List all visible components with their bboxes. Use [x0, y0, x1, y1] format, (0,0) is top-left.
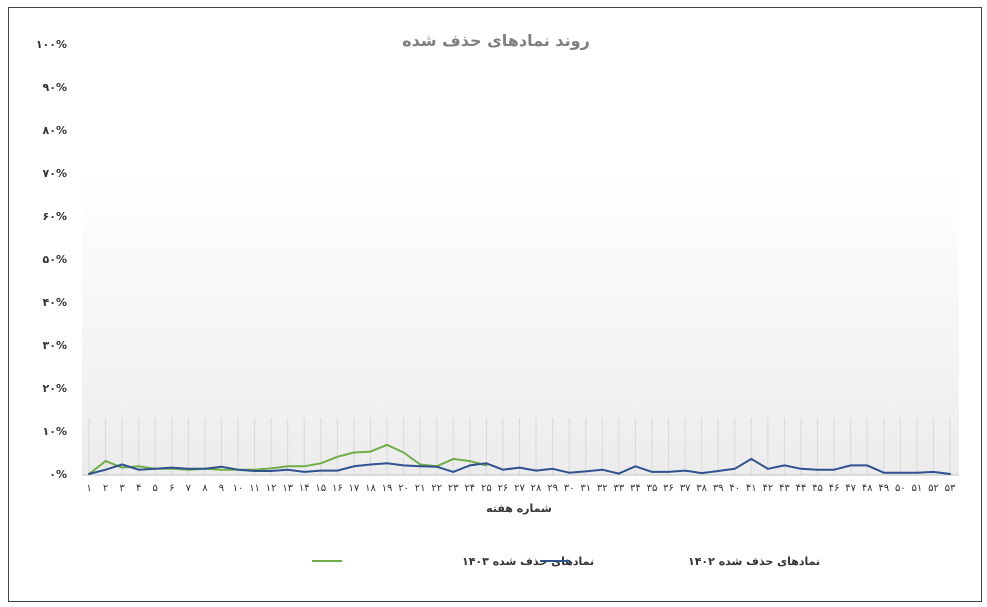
x-axis-title: شماره هفته — [486, 502, 552, 515]
x-tick-label: ۴۲ — [762, 483, 773, 494]
series-lines — [88, 443, 951, 475]
y-tick-label: ۴۰% — [43, 296, 67, 309]
x-tick-label: ۴۰ — [729, 483, 740, 494]
x-tick-label: ۲۲ — [431, 483, 442, 494]
x-tick-label: ۴۳ — [779, 483, 790, 494]
y-tick-label: ۶۰% — [43, 210, 67, 223]
vertical-gridlines — [88, 418, 951, 475]
plot-area — [82, 45, 959, 475]
x-tick-label: ۴۷ — [845, 483, 856, 494]
x-tick-label: ۱۴ — [299, 483, 310, 494]
legend: نمادهای حذف شده ۱۴۰۳ نمادهای حذف شده ۱۴۰… — [312, 555, 820, 568]
x-tick-label: ۲۸ — [531, 483, 542, 494]
x-tick-label: ۳۳ — [613, 483, 624, 494]
x-tick-label: ۱۳ — [282, 483, 293, 494]
x-tick-label: ۳۵ — [647, 483, 658, 494]
x-tick-label: ۲۳ — [448, 483, 459, 494]
x-tick-label: ۲ — [103, 483, 108, 494]
x-tick-label: ۳۷ — [680, 483, 691, 494]
x-tick-label: ۷ — [186, 483, 192, 494]
x-tick-label: ۳۸ — [696, 483, 707, 494]
y-tick-label: ۱۰% — [43, 425, 67, 438]
x-tick-label: ۴ — [136, 483, 141, 494]
x-tick-label: ۵۱ — [912, 483, 923, 494]
x-tick-label: ۱۶ — [332, 483, 343, 494]
x-tick-label: ۳۰ — [564, 483, 575, 494]
x-tick-label: ۱۷ — [349, 483, 360, 494]
x-tick-label: ۳ — [119, 483, 125, 494]
x-tick-label: ۴۶ — [829, 483, 840, 494]
x-tick-label: ۲۶ — [498, 483, 509, 494]
legend-label-1402: نمادهای حذف شده ۱۴۰۲ — [688, 555, 820, 568]
x-tick-label: ۵۲ — [928, 483, 939, 494]
legend-label-1403: نمادهای حذف شده ۱۴۰۳ — [462, 555, 594, 568]
x-tick-label: ۳۴ — [630, 483, 641, 494]
x-axis-ticks: ۱ ۲ ۳ ۴ ۵ ۶ ۷ ۸ ۹ ۱۰ ۱۱ ۱۲ ۱۳ ۱۴ ۱۵ ۱۶ ۱۷ ۱۸ ۱۹ ۲۰ ۲۱ ۲۲ ۲۳ ۲۴ ۲… — [86, 483, 956, 494]
x-tick-label: ۳۲ — [597, 483, 608, 494]
x-tick-label: ۸ — [202, 483, 208, 494]
x-tick-label: ۲۷ — [514, 483, 525, 494]
x-tick-label: ۵۰ — [895, 483, 906, 494]
x-tick-label: ۱۲ — [266, 483, 277, 494]
y-tick-label: ۸۰% — [43, 124, 67, 137]
x-tick-label: ۲۱ — [415, 483, 426, 494]
x-tick-label: ۵ — [153, 483, 158, 494]
y-tick-label: ۱۰۰% — [36, 38, 67, 51]
y-tick-label: ۷۰% — [43, 167, 67, 180]
x-tick-label: ۵۳ — [945, 483, 956, 494]
x-tick-label: ۴۴ — [796, 483, 807, 494]
x-tick-label: ۳۹ — [713, 483, 724, 494]
y-tick-label: ۳۰% — [43, 339, 67, 352]
y-tick-label: ۵۰% — [43, 253, 67, 266]
x-tick-label: ۲۹ — [547, 483, 558, 494]
x-tick-label: ۱۱ — [249, 483, 260, 494]
y-tick-label: ۲۰% — [43, 382, 67, 395]
x-tick-label: ۴۱ — [746, 483, 757, 494]
x-tick-label: ۳۱ — [580, 483, 591, 494]
x-tick-label: ۱۸ — [365, 483, 376, 494]
y-tick-label: ۹۰% — [43, 81, 67, 94]
x-tick-label: ۱ — [86, 483, 91, 494]
x-tick-label: ۲۴ — [464, 483, 475, 494]
x-tick-label: ۴۵ — [812, 483, 823, 494]
x-tick-label: ۴۹ — [878, 483, 889, 494]
y-axis-ticks: ۰% ۱۰% ۲۰% ۳۰% ۴۰% ۵۰% ۶۰% ۷۰% ۸۰% ۹۰% ۱۰۰% — [36, 38, 67, 481]
x-tick-label: ۹ — [219, 483, 224, 494]
x-tick-label: ۱۹ — [382, 483, 393, 494]
x-tick-label: ۴۸ — [862, 483, 873, 494]
chart-title: روند نمادهای حذف شده — [402, 31, 590, 50]
x-tick-label: ۶ — [169, 483, 174, 494]
x-tick-label: ۲۰ — [398, 483, 409, 494]
y-tick-label: ۰% — [49, 468, 67, 481]
x-tick-label: ۲۵ — [481, 483, 492, 494]
x-tick-label: ۱۰ — [233, 483, 244, 494]
series-line-1402 — [88, 457, 951, 475]
x-tick-label: ۱۵ — [315, 483, 326, 494]
x-tick-label: ۳۶ — [663, 483, 674, 494]
